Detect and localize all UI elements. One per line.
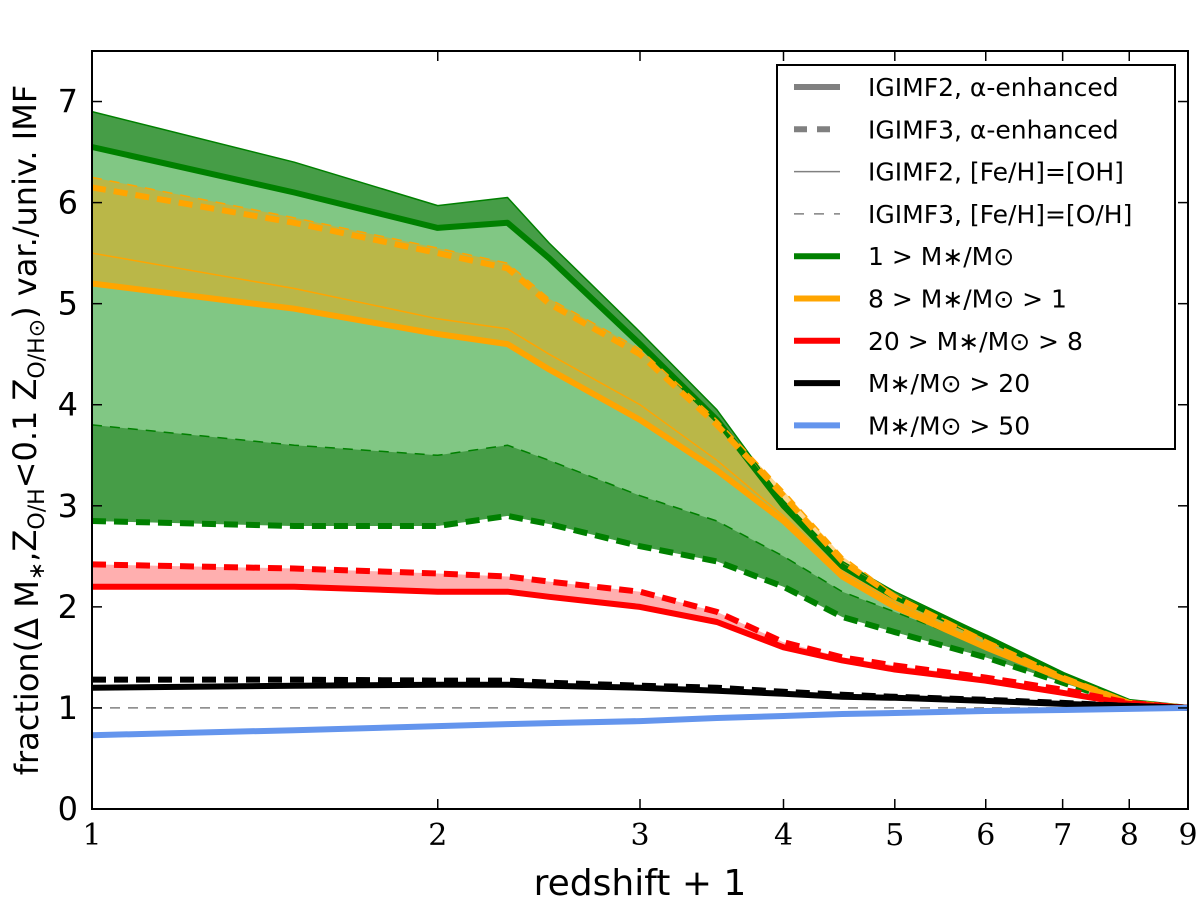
series-line-9 <box>92 583 1189 711</box>
series-line-8 <box>91 561 1189 711</box>
y-tick-label: 2 <box>58 588 78 626</box>
legend-box <box>776 64 1176 450</box>
legend-label: M∗/M⊙ > 50 <box>868 411 1030 440</box>
y-tick-label: 6 <box>58 184 78 222</box>
x-axis-label: redshift + 1 <box>534 863 747 904</box>
y-axis-label-part: O/H <box>25 488 50 529</box>
y-axis-label-part: <0.1 Z <box>6 379 44 489</box>
x-tick-label: 5 <box>885 818 904 853</box>
x-tick-label: 3 <box>630 818 649 853</box>
legend-label: IGIMF2, [Fe/H]=[OH] <box>868 158 1124 187</box>
legend-label: IGIMF3, α-enhanced <box>868 115 1119 144</box>
y-tick-label: 1 <box>58 689 78 727</box>
legend-label: M∗/M⊙ > 20 <box>868 369 1030 398</box>
y-axis-label-part: ∗ <box>25 562 50 580</box>
y-tick-label: 7 <box>58 83 78 121</box>
y-axis-label-part: ) var./univ. IMF <box>6 85 44 319</box>
y-axis-label: fraction(Δ M∗,ZO/H<0.1 ZO/H⊙) var./univ.… <box>6 85 50 775</box>
y-axis-label-part: fraction(Δ M <box>8 580 46 775</box>
x-tick-label: 2 <box>428 818 447 853</box>
series-lines <box>91 110 1189 739</box>
x-tick-label: 1 <box>82 818 101 853</box>
series-line-11 <box>91 681 1189 711</box>
legend: IGIMF2, α-enhanced IGIMF3, α-enhanced IGIM… <box>776 64 1176 450</box>
x-tick-label: 7 <box>1053 818 1072 853</box>
series-line-4 <box>91 176 1189 709</box>
legend-label: IGIMF2, α-enhanced <box>868 73 1119 102</box>
y-tick-label: 5 <box>58 285 78 323</box>
legend-label: 8 > M∗/M⊙ > 1 <box>868 285 1067 314</box>
legend-label: 20 > M∗/M⊙ > 8 <box>868 327 1083 356</box>
y-tick-label: 3 <box>58 487 78 525</box>
y-axis-label-part: ,Z <box>6 530 44 562</box>
x-tick-label: 6 <box>976 818 995 853</box>
orange-band-fill <box>92 177 1188 708</box>
green-band-fill <box>92 111 1188 708</box>
x-tick-label: 9 <box>1178 818 1197 853</box>
legend-label: 1 > M∗/M⊙ <box>868 242 1014 271</box>
legend-label: IGIMF3, [Fe/H]=[O/H] <box>868 200 1132 229</box>
x-tick-label: 8 <box>1120 818 1139 853</box>
y-tick-label: 4 <box>58 386 78 424</box>
series-line-7 <box>91 280 1189 711</box>
y-tick-label: 0 <box>58 790 78 828</box>
series-line-12 <box>91 704 1189 739</box>
series-line-3 <box>91 512 1189 711</box>
y-axis-label-part: O/H⊙ <box>25 319 50 379</box>
x-tick-label: 4 <box>774 818 793 853</box>
